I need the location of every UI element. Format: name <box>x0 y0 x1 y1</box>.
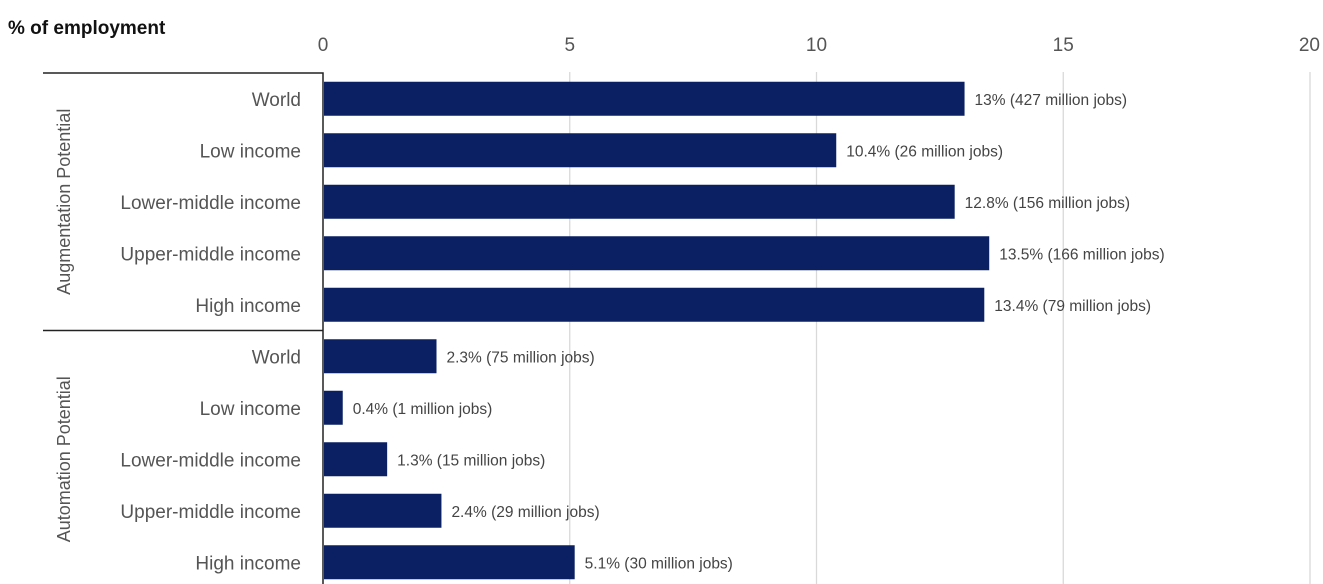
x-tick-label: 20 <box>1299 35 1320 56</box>
bar <box>324 545 575 580</box>
bars <box>324 81 990 580</box>
bar <box>324 287 985 322</box>
category-label: Low income <box>200 399 301 420</box>
labels: World 13% (427 million jobs) Low income 10.… <box>54 90 1165 575</box>
category-label: Lower-middle income <box>120 450 301 471</box>
data-label: 1.3% (15 million jobs) <box>397 452 545 469</box>
x-tick-label: 5 <box>564 35 575 56</box>
unit-label: % of employment <box>8 18 166 39</box>
data-label: 13.5% (166 million jobs) <box>999 246 1164 263</box>
data-label: 2.3% (75 million jobs) <box>447 349 595 366</box>
bar <box>324 236 990 271</box>
x-tick-label: 10 <box>806 35 827 56</box>
category-label: World <box>252 347 301 368</box>
category-label: Upper-middle income <box>120 502 301 523</box>
data-label: 13% (427 million jobs) <box>975 92 1128 109</box>
category-label: Lower-middle income <box>120 193 301 214</box>
x-tick-label: 15 <box>1053 35 1074 56</box>
bar <box>324 442 388 477</box>
x-tick-label: 0 <box>318 35 329 56</box>
data-label: 12.8% (156 million jobs) <box>965 195 1130 212</box>
bar <box>324 339 437 374</box>
category-label: Upper-middle income <box>120 244 301 265</box>
category-label: Low income <box>200 141 301 162</box>
group-brackets <box>43 72 324 584</box>
group-label: Augmentation Potential <box>54 109 74 295</box>
data-label: 10.4% (26 million jobs) <box>846 143 1003 160</box>
bar <box>324 81 965 116</box>
data-label: 0.4% (1 million jobs) <box>353 401 493 418</box>
x-axis-ticks: 0 5 10 15 20 <box>318 35 1320 56</box>
category-label: High income <box>195 553 301 574</box>
data-label: 2.4% (29 million jobs) <box>451 504 599 521</box>
category-label: High income <box>195 296 301 317</box>
bar <box>324 184 955 219</box>
group-bracket <box>43 72 324 331</box>
category-label: World <box>252 90 301 111</box>
data-label: 5.1% (30 million jobs) <box>585 555 733 572</box>
group-label: Automation Potential <box>54 376 74 542</box>
bar <box>324 493 442 528</box>
data-label: 13.4% (79 million jobs) <box>994 298 1151 315</box>
bar <box>324 390 343 425</box>
bar <box>324 133 837 168</box>
